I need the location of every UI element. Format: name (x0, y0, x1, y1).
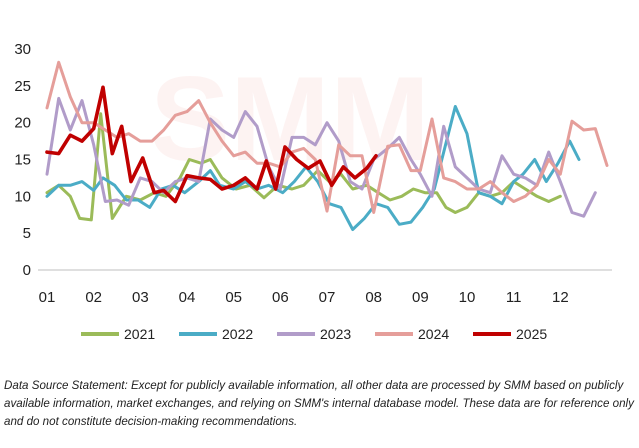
legend-item-2024: 2024 (375, 326, 449, 342)
x-tick-label: 11 (506, 289, 522, 306)
x-tick-label: 12 (552, 289, 569, 306)
series-line-2023 (45, 96, 597, 218)
legend-item-2021: 2021 (81, 326, 155, 342)
y-tick-label: 10 (14, 188, 31, 205)
y-tick-label: 20 (14, 115, 31, 132)
x-tick-label: 06 (272, 289, 289, 306)
x-tick-label: 03 (132, 289, 149, 306)
legend-item-2022: 2022 (179, 326, 253, 342)
y-tick-label: 30 (14, 41, 31, 58)
x-tick-label: 01 (39, 289, 56, 306)
y-tick-label: 25 (14, 78, 31, 95)
x-tick-label: 08 (365, 289, 382, 306)
line-chart: SMM 0 5 10 15 20 25 30 01 02 03 04 05 06 07 08 09 10 11 12… (14, 41, 612, 342)
data-source-statement: Data Source Statement: Except for public… (4, 379, 634, 428)
series-line-2025 (45, 85, 378, 204)
legend-item-2025: 2025 (473, 326, 547, 342)
series-line-2021 (45, 112, 562, 222)
x-tick-label: 10 (459, 289, 476, 306)
legend-label: 2025 (516, 326, 547, 342)
x-tick-label: 02 (85, 289, 102, 306)
legend-label: 2021 (124, 326, 155, 342)
series-line-2024 (45, 60, 609, 214)
y-tick-label: 5 (23, 225, 31, 242)
x-tick-label: 09 (412, 289, 429, 306)
legend-label: 2023 (320, 326, 351, 342)
x-tick-label: 05 (225, 289, 242, 306)
y-tick-label: 15 (14, 152, 31, 169)
x-tick-label: 04 (179, 289, 196, 306)
legend-item-2023: 2023 (277, 326, 351, 342)
svg-text:SMM: SMM (150, 52, 430, 186)
series-line-2022 (45, 105, 581, 231)
legend-label: 2024 (418, 326, 449, 342)
legend-label: 2022 (222, 326, 253, 342)
x-tick-label: 07 (319, 289, 336, 306)
watermark-logo: SMM (150, 52, 430, 186)
y-tick-label: 0 (23, 262, 31, 279)
